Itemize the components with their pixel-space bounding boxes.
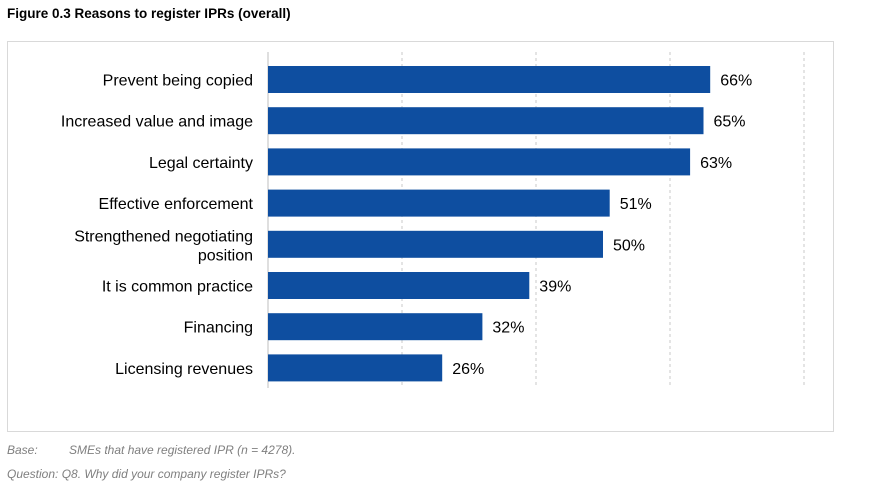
bar [268,230,603,258]
category-label: It is common practice [102,279,253,296]
category-label-line: position [198,247,253,264]
bar-chart: 66% Prevent being copied 65% Increased valu… [61,52,805,388]
data-label: 50% [613,237,645,254]
category-label: Effective enforcement [99,196,254,213]
question-note: Question: Q8. Why did your company regis… [7,467,286,481]
data-label: 39% [539,279,571,296]
bar [268,313,483,341]
bar [268,148,691,176]
bar [268,189,610,217]
base-note: Base: SMEs that have registered IPR (n = … [7,443,295,457]
figure-title: Figure 0.3 Reasons to register IPRs (ove… [7,6,291,21]
chart-frame: 66% Prevent being copied 65% Increased valu… [7,41,834,432]
category-label: Legal certainty [149,155,253,172]
category-label: Prevent being copied [103,73,253,90]
category-label: Financing [184,320,253,337]
data-label: 26% [452,361,484,378]
base-note-text: SMEs that have registered IPR (n = 4278)… [69,443,296,457]
bar [268,107,704,135]
base-note-key: Base: [7,443,38,457]
bar [268,354,443,382]
data-label: 66% [720,73,752,90]
data-label: 63% [700,155,732,172]
question-note-key: Question: [7,467,59,481]
data-label: 32% [492,320,524,337]
bar [268,272,530,299]
question-note-text: Q8. Why did your company register IPRs? [61,467,286,481]
category-label: Strengthened negotiating position [74,228,253,264]
category-label: Increased value and image [61,114,253,131]
category-label-line: Strengthened negotiating [74,228,253,245]
bar [268,66,711,93]
category-label: Licensing revenues [115,361,253,378]
data-label: 51% [620,196,652,213]
data-label: 65% [714,114,746,131]
